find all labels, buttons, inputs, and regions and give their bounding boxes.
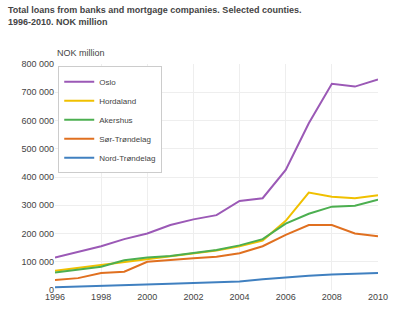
svg-text:700 000: 700 000	[21, 87, 54, 97]
svg-text:400 000: 400 000	[21, 172, 54, 182]
svg-text:Hordaland: Hordaland	[99, 97, 136, 106]
svg-text:1998: 1998	[91, 292, 111, 302]
svg-text:Sør-Trøndelag: Sør-Trøndelag	[99, 135, 151, 144]
svg-text:Oslo: Oslo	[99, 78, 116, 87]
svg-text:2010: 2010	[368, 292, 388, 302]
svg-text:1996: 1996	[45, 292, 65, 302]
svg-text:100 000: 100 000	[21, 257, 54, 267]
svg-text:600 000: 600 000	[21, 116, 54, 126]
svg-text:2006: 2006	[276, 292, 296, 302]
svg-text:2000: 2000	[137, 292, 157, 302]
svg-text:800 000: 800 000	[21, 59, 54, 69]
svg-text:Total loans from banks and mor: Total loans from banks and mortgage comp…	[8, 5, 301, 27]
svg-text:0: 0	[49, 285, 54, 295]
svg-text:500 000: 500 000	[21, 144, 54, 154]
svg-text:200 000: 200 000	[21, 229, 54, 239]
svg-text:2002: 2002	[183, 292, 203, 302]
svg-text:2008: 2008	[322, 292, 342, 302]
svg-text:300 000: 300 000	[21, 200, 54, 210]
svg-text:Akershus: Akershus	[99, 116, 132, 125]
svg-text:Nord-Trøndelag: Nord-Trøndelag	[99, 154, 155, 163]
svg-text:2004: 2004	[230, 292, 250, 302]
svg-text:NOK million: NOK million	[57, 48, 105, 58]
